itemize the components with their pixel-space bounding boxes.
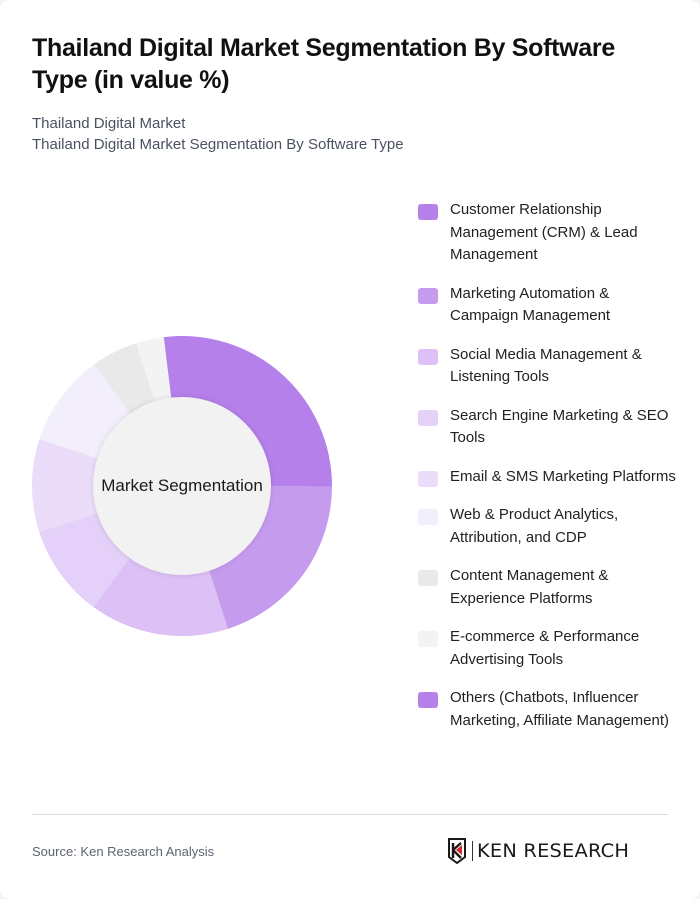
page-title: Thailand Digital Market Segmentation By … xyxy=(32,34,615,94)
donut-svg xyxy=(31,336,332,636)
legend-swatch-icon xyxy=(418,631,438,647)
legend-label: Web & Product Analytics, Attribution, an… xyxy=(450,506,619,546)
donut-chart: Market Segmentation xyxy=(30,334,334,638)
legend-label: Others (Chatbots, Influencer Marketing, … xyxy=(450,689,670,729)
legend-label: Social Media Management & Listening Tool… xyxy=(450,345,642,386)
center-label: Market Segmentation xyxy=(101,476,263,495)
legend-item: Customer Relationship Management (CRM) &… xyxy=(418,199,678,267)
logo-separator xyxy=(472,841,473,861)
legend: Customer Relationship Management (CRM) &… xyxy=(418,199,678,748)
legend-swatch-icon xyxy=(418,409,438,426)
subtitle-segmentation: Thailand Digital Market Segmentation By … xyxy=(32,136,404,153)
legend-swatch-icon xyxy=(418,287,438,304)
footer-divider xyxy=(32,814,668,815)
ken-research-logo: KEN RESEARCH xyxy=(447,838,669,864)
donut-hole xyxy=(93,397,271,575)
legend-item: Email & SMS Marketing Platforms xyxy=(418,466,678,489)
legend-label: Search Engine Marketing & SEO Tools xyxy=(450,406,669,447)
legend-item: Content Management & Experience Platform… xyxy=(418,565,678,610)
legend-swatch-icon xyxy=(418,470,438,487)
legend-swatch-icon xyxy=(418,204,438,220)
legend-item: Search Engine Marketing & SEO Tools xyxy=(418,405,678,450)
subtitle: Thailand Digital Market Thailand Digital… xyxy=(32,113,672,155)
legend-item: Others (Chatbots, Influencer Marketing, … xyxy=(418,687,678,732)
legend-item: Social Media Management & Listening Tool… xyxy=(418,344,678,389)
source-text: Source: Ken Research Analysis xyxy=(32,844,215,859)
ken-logo-icon xyxy=(448,838,466,864)
legend-swatch-icon xyxy=(418,570,438,586)
legend-label: E-commerce & Performance Advertising Too… xyxy=(450,628,640,668)
legend-label: Email & SMS Marketing Platforms xyxy=(450,467,676,485)
legend-item: Marketing Automation & Campaign Manageme… xyxy=(418,283,678,328)
legend-swatch-icon xyxy=(418,692,438,708)
logo-text: KEN RESEARCH xyxy=(477,840,630,862)
subtitle-market: Thailand Digital Market xyxy=(32,115,186,132)
legend-item: Web & Product Analytics, Attribution, an… xyxy=(418,504,678,549)
legend-label: Content Management & Experience Platform… xyxy=(450,567,609,607)
legend-label: Customer Relationship Management (CRM) &… xyxy=(450,201,638,263)
legend-swatch-icon xyxy=(418,509,438,525)
legend-swatch-icon xyxy=(418,348,438,365)
legend-label: Marketing Automation & Campaign Manageme… xyxy=(450,284,611,325)
legend-item: E-commerce & Performance Advertising Too… xyxy=(418,626,678,671)
